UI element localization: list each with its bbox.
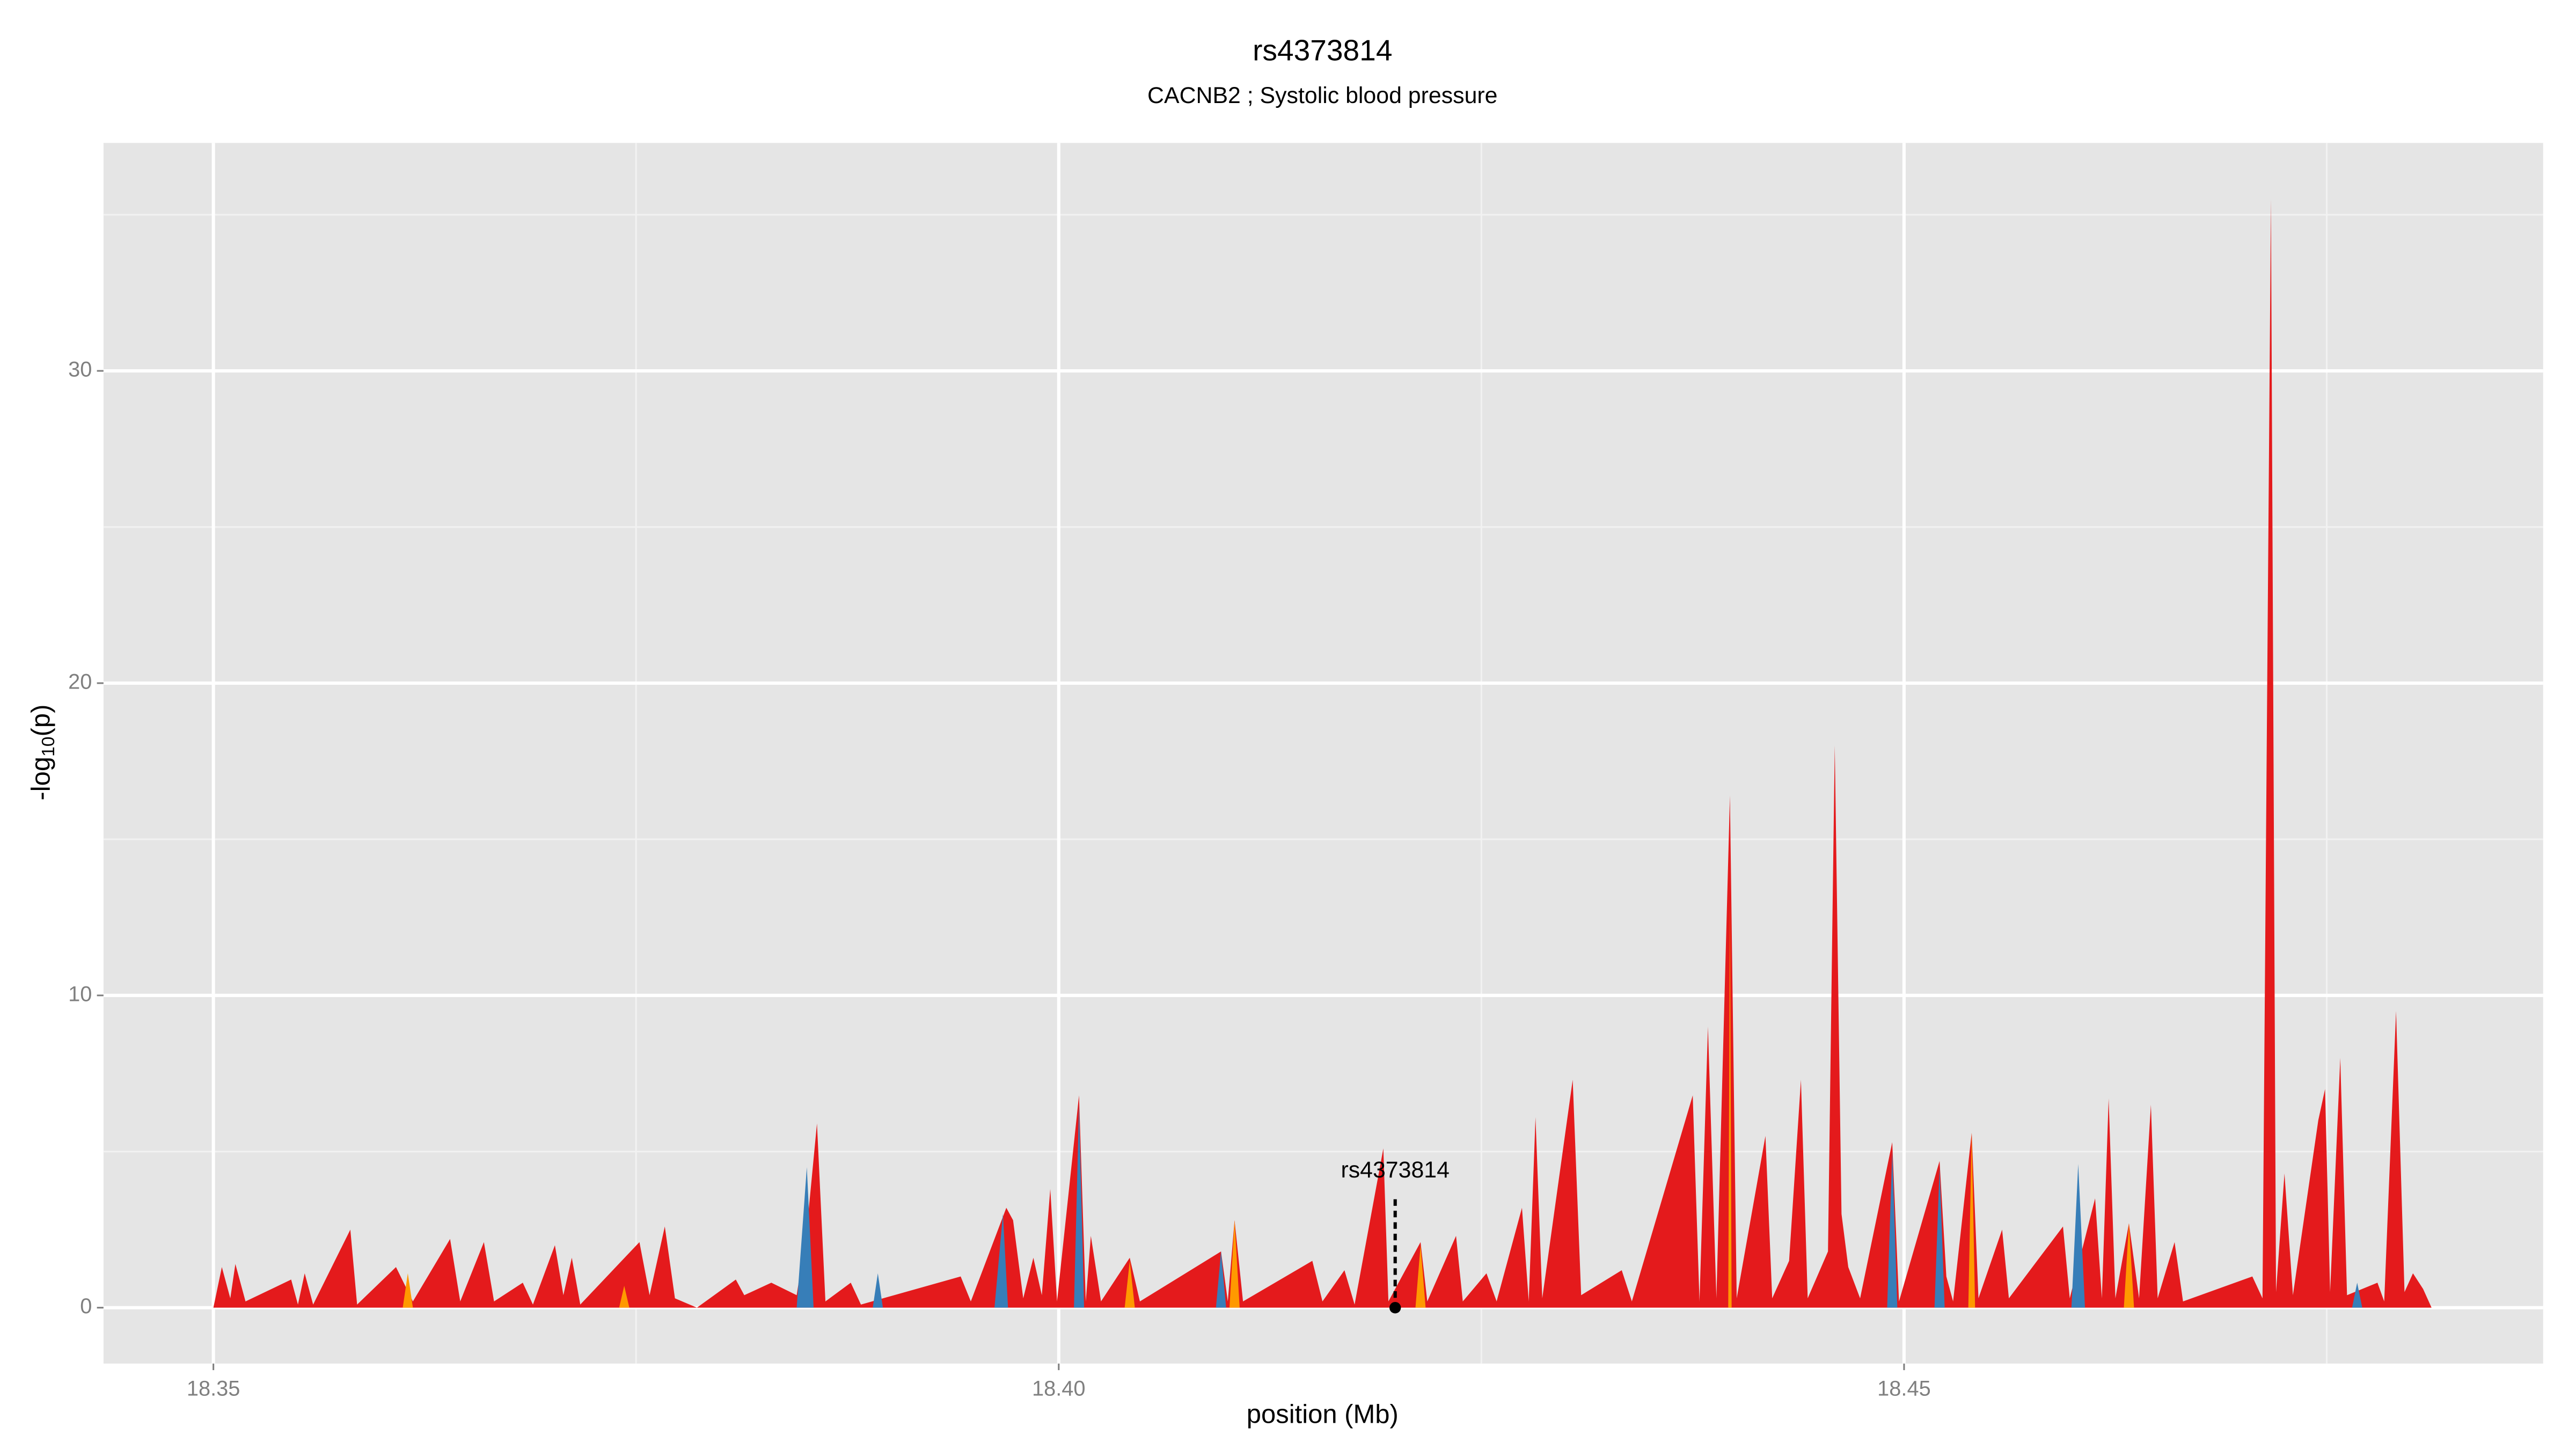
chart-title: rs4373814 <box>1253 34 1392 67</box>
y-tick-label: 20 <box>68 670 92 693</box>
x-tick-label: 18.45 <box>1877 1377 1931 1400</box>
annotation-label: rs4373814 <box>1341 1157 1449 1183</box>
y-label-main: -log <box>27 757 56 801</box>
x-axis-label: position (Mb) <box>1247 1400 1399 1429</box>
y-tick-label: 30 <box>68 358 92 382</box>
y-tick-label: 0 <box>80 1294 92 1318</box>
y-axis-label: -log10(p) <box>27 705 58 801</box>
plot-panel <box>103 143 2543 1364</box>
x-tick-label: 18.40 <box>1032 1377 1086 1400</box>
annotation-point <box>1389 1301 1401 1314</box>
y-label-sub: 10 <box>39 736 58 756</box>
x-tick-label: 18.35 <box>187 1377 240 1400</box>
y-label-tail: (p) <box>27 705 56 737</box>
y-tick-label: 10 <box>68 982 92 1006</box>
chart-subtitle: CACNB2 ; Systolic blood pressure <box>1147 83 1497 108</box>
